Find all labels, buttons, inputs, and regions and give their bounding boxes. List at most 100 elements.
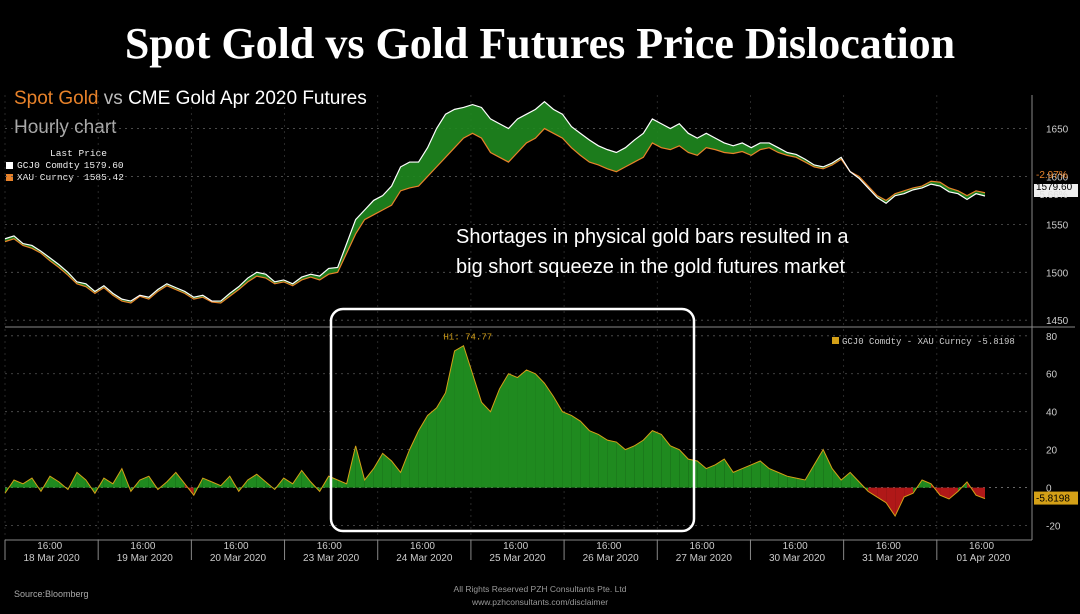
spread-segment	[247, 474, 257, 488]
spread-segment	[544, 383, 554, 488]
spread-segment	[670, 445, 680, 488]
bottom-y-tick: -20	[1046, 522, 1061, 533]
spread-segment	[706, 464, 716, 488]
axes-layer: 14501500155016001650-2002040608016:0018 …	[4, 95, 1078, 564]
top-y-tick: 1450	[1046, 316, 1069, 327]
spread-segment	[139, 476, 149, 488]
spread-segment	[418, 415, 428, 488]
spread-segment	[940, 487, 950, 499]
spread-segment	[742, 464, 752, 488]
spread-segment	[472, 373, 482, 488]
spread-segment	[616, 442, 626, 488]
x-date-label: 23 Mar 2020	[303, 553, 360, 564]
spread-segment	[445, 350, 455, 488]
top-y-tick: 1550	[1046, 220, 1069, 231]
spread-segment	[292, 470, 302, 488]
bottom-y-tick: 80	[1046, 332, 1058, 343]
x-date-label: 27 Mar 2020	[676, 553, 733, 564]
spread-segment	[427, 407, 437, 488]
spread-segment	[202, 478, 212, 488]
last-value-label: -2.97%	[1036, 170, 1068, 181]
spread-legend-swatch	[832, 337, 839, 344]
spread-segment	[733, 468, 743, 488]
x-date-label: 26 Mar 2020	[583, 553, 640, 564]
spread-segment	[382, 453, 392, 488]
x-date-label: 19 Mar 2020	[117, 553, 174, 564]
spread-segment	[922, 479, 932, 488]
spread-segment	[580, 421, 590, 488]
spread-area: Hi: 74.77	[4, 333, 986, 518]
spread-segment	[652, 430, 662, 488]
top-y-tick: 1600	[1046, 172, 1069, 183]
spread-segment	[13, 479, 23, 488]
price-gap-area	[5, 101, 985, 303]
spread-segment	[814, 449, 824, 488]
spread-segment	[886, 487, 896, 517]
spread-segment	[508, 373, 518, 488]
spread-segment	[796, 478, 806, 488]
highlight-box	[329, 307, 696, 533]
last-value-label: -5.66%	[1036, 190, 1068, 201]
spread-segment	[787, 476, 797, 488]
spread-segment	[697, 461, 707, 488]
bottom-y-tick: 0	[1046, 484, 1052, 495]
spread-segment	[103, 478, 113, 488]
spread-segment	[391, 461, 401, 488]
legend-header: Last Price	[50, 148, 108, 159]
series-line-gcj0-comdty	[4, 100, 986, 302]
x-date-label: 24 Mar 2020	[396, 553, 453, 564]
price-gap-fill	[5, 101, 985, 303]
spread-segment	[607, 440, 617, 488]
x-date-label: 30 Mar 2020	[769, 553, 826, 564]
spread-segment	[76, 472, 86, 488]
legend-item-futures[interactable]: GCJ0 Comdty 1579.60	[6, 160, 124, 171]
spread-segment	[760, 461, 770, 488]
last-value-label: 1579.60	[1036, 182, 1073, 193]
x-time-label: 16:00	[503, 541, 528, 552]
legend-swatch-spot	[6, 174, 13, 181]
spread-segment	[634, 440, 644, 488]
spread-segment	[256, 474, 266, 488]
spread-segment	[364, 468, 374, 488]
x-time-label: 16:00	[224, 541, 249, 552]
x-date-label: 25 Mar 2020	[489, 553, 546, 564]
spread-segment	[283, 478, 293, 488]
top-y-tick: 1650	[1046, 125, 1069, 136]
spread-segment	[589, 430, 599, 488]
spread-segment	[679, 449, 689, 488]
x-time-label: 16:00	[969, 541, 994, 552]
spread-segment	[22, 478, 32, 488]
x-time-label: 16:00	[876, 541, 901, 552]
spread-segment	[463, 345, 473, 488]
top-y-tick: 1500	[1046, 268, 1069, 279]
legend-item-spot[interactable]: XAU Curncy 1585.42	[6, 172, 124, 183]
x-date-label: 20 Mar 2020	[210, 553, 267, 564]
source-label: Source:Bloomberg	[14, 589, 89, 599]
spread-segment	[49, 476, 59, 488]
chart-kind-label: Hourly chart	[14, 117, 117, 138]
spread-segment	[400, 449, 410, 488]
x-time-label: 16:00	[596, 541, 621, 552]
rights-line-1: All Rights Reserved PZH Consultants Pte.…	[453, 584, 627, 594]
legend-label-futures: GCJ0 Comdty	[17, 160, 80, 171]
spread-segment	[661, 434, 671, 488]
x-date-label: 01 Apr 2020	[956, 553, 1010, 564]
spread-last-value: -5.8198	[1036, 494, 1070, 505]
grid-layer	[4, 95, 1030, 540]
x-time-label: 16:00	[130, 541, 155, 552]
x-time-label: 16:00	[783, 541, 808, 552]
spread-segment	[166, 472, 176, 488]
spread-segment	[175, 472, 185, 488]
bottom-y-tick: 60	[1046, 370, 1058, 381]
spread-last-tag	[1034, 491, 1078, 505]
spread-segment	[598, 434, 608, 488]
subtitle-spot: Spot Gold	[14, 88, 99, 109]
spread-segment	[184, 483, 194, 496]
spread-segment	[904, 487, 914, 498]
x-time-label: 16:00	[317, 541, 342, 552]
subtitle-vs: vs	[98, 88, 129, 109]
x-date-label: 18 Mar 2020	[24, 553, 81, 564]
legend-value-spot: 1585.42	[84, 172, 124, 183]
legend-label-spot: XAU Curncy	[17, 172, 75, 183]
